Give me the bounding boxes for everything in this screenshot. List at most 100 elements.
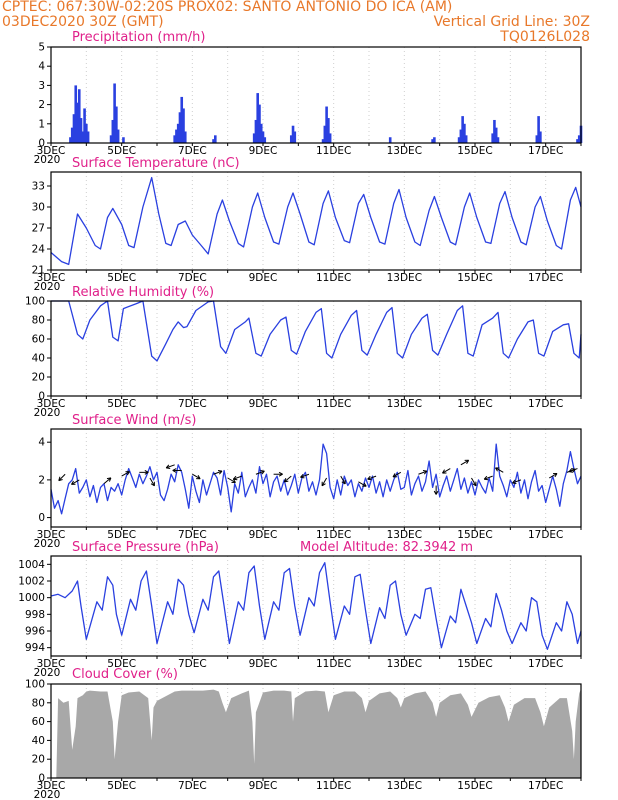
wind-arrow (255, 470, 265, 475)
header-grid-line: Vertical Grid Line: 30Z (433, 14, 590, 30)
wind-arrow (300, 473, 310, 479)
x-tick-label: 3DEC (37, 780, 66, 792)
x-tick-label: 11DEC (316, 398, 351, 410)
wind-arrow (321, 477, 328, 487)
y-tick-label: 33 (32, 181, 45, 193)
cloud-area (51, 688, 581, 778)
y-tick-label: 40 (32, 735, 45, 747)
x-tick-label: 17DEC (528, 529, 563, 541)
x-tick-label: 9DEC (249, 529, 278, 541)
y-tick-label: 21 (32, 265, 45, 277)
y-tick-label: 24 (32, 244, 46, 256)
y-tick-label: 27 (32, 223, 45, 235)
precip-bar (491, 133, 494, 143)
wind-arrow (58, 473, 66, 482)
x-tick-label: 3DEC (37, 398, 66, 410)
precip-bar (74, 85, 78, 143)
x-year-label: 2020 (34, 789, 61, 800)
precip-bar (539, 131, 542, 143)
x-tick-label: 5DEC (107, 780, 136, 792)
y-tick-label: 996 (25, 626, 45, 638)
precip-bar (256, 93, 259, 143)
precip-bar (175, 129, 178, 143)
x-tick-label: 9DEC (249, 780, 278, 792)
x-tick-label: 13DEC (387, 272, 422, 284)
y-tick-label: 80 (32, 697, 45, 709)
wind-arrow (121, 471, 130, 477)
precip-bar (79, 118, 83, 143)
x-year-label: 2020 (34, 407, 61, 419)
y-tick-label: 40 (32, 353, 45, 365)
wind-arrow (495, 467, 504, 473)
x-tick-label: 5DEC (107, 145, 136, 157)
precip-bar (459, 129, 463, 143)
precip-bar (461, 116, 464, 143)
y-tick-label: 60 (32, 334, 45, 346)
precip-bar (325, 106, 328, 143)
y-tick-label: 4 (38, 61, 45, 73)
panel-frame (50, 683, 582, 779)
precip-bar (83, 108, 86, 143)
precip-bar (116, 129, 120, 143)
precip-bar (293, 131, 297, 143)
precip-bar (457, 137, 461, 143)
precip-bar (77, 89, 81, 143)
wind-arrow (367, 475, 377, 481)
wind-arrow (232, 475, 242, 481)
precip-bar (535, 135, 539, 143)
panel-title: Cloud Cover (%) (72, 667, 178, 682)
precip-bar (289, 135, 293, 143)
precip-bar (111, 119, 115, 143)
x-tick-label: 11DEC (316, 272, 351, 284)
x-tick-label: 15DEC (457, 145, 492, 157)
precip-bar (433, 137, 436, 143)
panel-frame (50, 428, 582, 528)
x-tick-label: 5DEC (107, 398, 136, 410)
x-tick-label: 7DEC (178, 780, 207, 792)
y-tick-label: 1 (38, 118, 45, 130)
precip-bar (173, 135, 176, 143)
x-tick-label: 15DEC (457, 398, 492, 410)
precip-bar (254, 119, 258, 143)
precip-bar (263, 137, 267, 143)
x-tick-label: 15DEC (457, 272, 492, 284)
wind-arrow (483, 475, 493, 481)
y-tick-label: 20 (32, 372, 45, 384)
x-tick-label: 7DEC (178, 529, 207, 541)
precip-bar (537, 116, 540, 143)
precip-bar (69, 137, 72, 143)
precip-bar (463, 123, 466, 143)
y-tick-label: 1002 (18, 576, 45, 588)
x-tick-label: 9DEC (249, 398, 278, 410)
precip-bar (176, 123, 180, 143)
precip-bar (178, 112, 182, 143)
x-tick-label: 17DEC (528, 145, 563, 157)
y-tick-label: 4 (38, 437, 45, 449)
x-tick-label: 7DEC (178, 658, 207, 670)
precip-bar (328, 133, 332, 143)
x-tick-label: 17DEC (528, 398, 563, 410)
x-tick-label: 15DEC (457, 780, 492, 792)
precip-bar (577, 135, 581, 143)
precip-bar (182, 108, 185, 143)
x-year-label: 2020 (34, 538, 61, 550)
panel-title: Surface Wind (m/s) (72, 413, 196, 428)
x-tick-label: 15DEC (457, 658, 492, 670)
y-tick-label: 1004 (18, 559, 45, 571)
precip-bar (252, 133, 256, 143)
x-tick-label: 3DEC (37, 145, 66, 157)
panel-frame (50, 555, 582, 657)
header-date: 03DEC2020 30Z (GMT) (2, 14, 164, 30)
precip-bar (321, 139, 325, 143)
y-tick-label: 1000 (18, 592, 45, 604)
precip-bar (72, 114, 76, 143)
y-tick-label: 80 (32, 315, 45, 327)
precip-bar (261, 131, 265, 143)
precip-bar (76, 102, 79, 143)
precip-bar (494, 127, 498, 143)
x-tick-label: 9DEC (249, 272, 278, 284)
precip-bar (70, 127, 74, 143)
wind-arrow (548, 473, 558, 479)
wind-arrow (139, 469, 149, 475)
wind-arrow (358, 481, 367, 487)
